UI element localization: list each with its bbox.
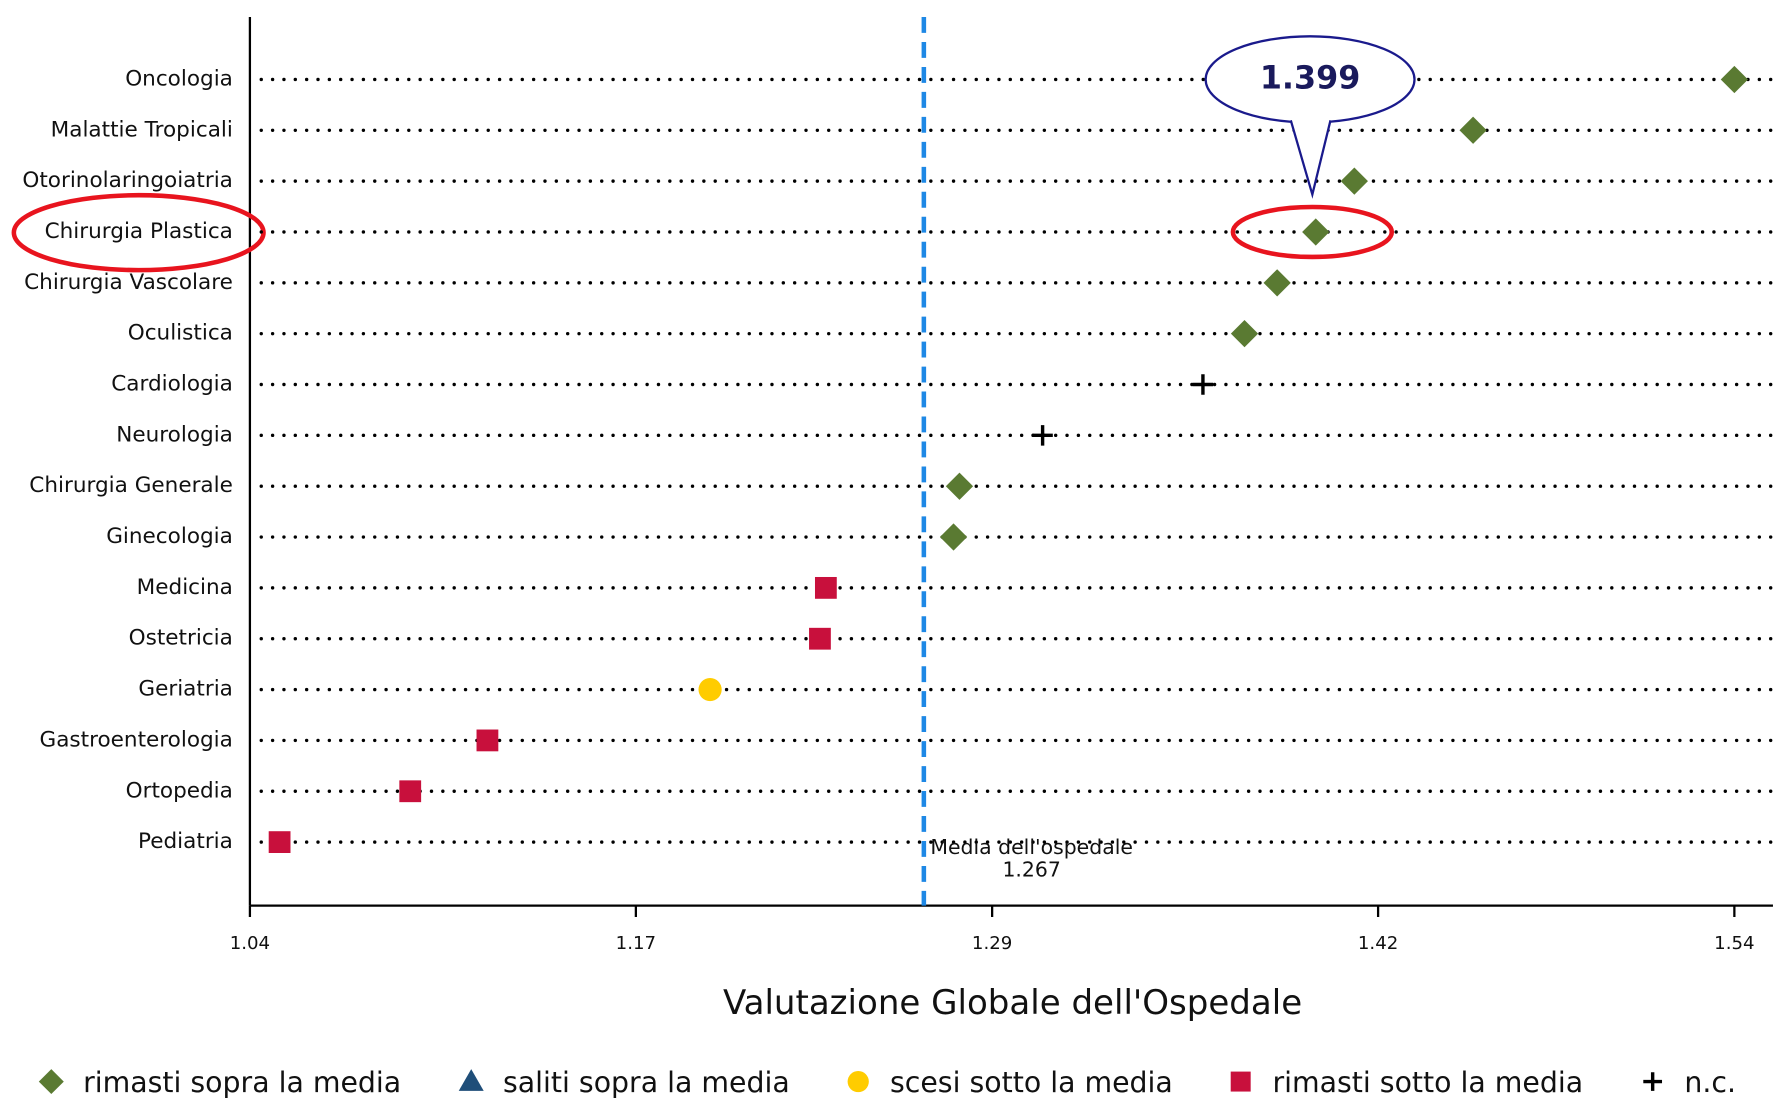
callout-label: 1.399 [1260, 60, 1360, 96]
legend-label: rimasti sotto la media [1272, 1066, 1583, 1099]
x-tick-label: 1.42 [1358, 933, 1398, 954]
reference-label: Media dell'ospedale [930, 835, 1133, 859]
square-marker [476, 729, 499, 752]
y-tick-label: Otorinolaringoiatria [22, 168, 233, 193]
y-tick-label: Neurologia [116, 422, 233, 447]
y-tick-label: Medicina [137, 575, 233, 600]
diamond-marker [1340, 167, 1368, 195]
legend-label: saliti sopra la media [503, 1066, 790, 1099]
y-tick-label: Geriatria [138, 677, 233, 702]
x-tick-label: 1.17 [616, 933, 656, 954]
y-tick-label: Malattie Tropicali [51, 117, 233, 142]
callout-tail [1289, 119, 1332, 199]
y-tick-label: Cardiologia [111, 372, 233, 397]
square-marker [399, 780, 422, 803]
legend-label: scesi sotto la media [890, 1066, 1173, 1099]
x-tick-label: 1.29 [972, 933, 1012, 954]
reference-value: 1.267 [1002, 857, 1060, 881]
y-tick-label: Ostetricia [129, 626, 233, 651]
diamond-marker [38, 1069, 64, 1095]
y-tick-label: Ginecologia [106, 524, 233, 549]
y-tick-label: Ortopedia [126, 778, 233, 803]
legend-label: rimasti sopra la media [83, 1066, 401, 1099]
x-tick-label: 1.04 [230, 933, 270, 954]
plus-marker [1643, 1072, 1663, 1091]
plus-marker [1032, 425, 1053, 446]
triangle-marker [458, 1069, 484, 1091]
y-tick-label: Gastroenterologia [40, 727, 233, 752]
square-marker [809, 627, 831, 650]
diamond-marker [1302, 218, 1330, 246]
diamond-marker [945, 472, 974, 500]
y-tick-label: Oncologia [125, 66, 233, 91]
square-marker [814, 576, 837, 599]
highlight-ellipse [11, 192, 266, 273]
square-marker [268, 831, 291, 854]
y-tick-label: Pediatria [138, 829, 233, 854]
circle-marker [847, 1070, 869, 1093]
y-tick-label: Chirurgia Vascolare [24, 270, 233, 295]
diamond-marker [939, 523, 968, 551]
y-tick-label: Oculistica [128, 321, 233, 346]
x-tick-label: 1.54 [1714, 933, 1754, 954]
highlight-ellipse [1230, 204, 1395, 260]
plus-marker [1192, 374, 1214, 395]
diamond-marker [1720, 65, 1748, 94]
diamond-marker [1263, 269, 1291, 297]
diamond-marker [1230, 320, 1259, 348]
callout-tail-fill [1290, 116, 1331, 195]
y-tick-label: Chirurgia Plastica [45, 219, 233, 244]
square-marker [1230, 1071, 1251, 1092]
circle-marker [698, 677, 722, 702]
legend-label: n.c. [1684, 1066, 1736, 1099]
y-tick-label: Chirurgia Generale [29, 473, 233, 498]
diamond-marker [1459, 116, 1487, 144]
x-axis-label: Valutazione Globale dell'Ospedale [723, 983, 1302, 1023]
